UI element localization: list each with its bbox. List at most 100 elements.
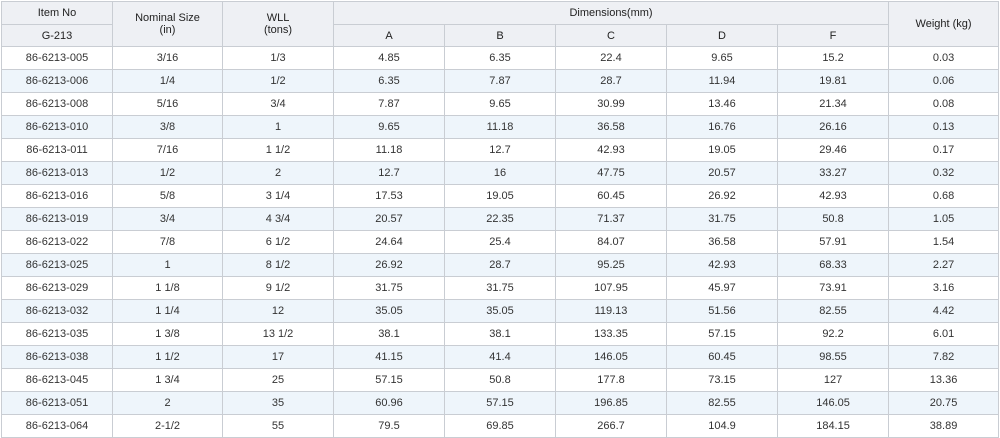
cell-wll: 8 1/2 bbox=[222, 253, 334, 277]
cell-wll: 1/3 bbox=[222, 46, 334, 70]
cell-dim-c: 28.7 bbox=[555, 69, 667, 93]
cell-weight: 6.01 bbox=[888, 322, 1000, 346]
cell-item-no: 86-6213-005 bbox=[1, 46, 113, 70]
cell-wll: 1/2 bbox=[222, 69, 334, 93]
table-row: 86-6213-006 1/4 1/2 6.35 7.87 28.7 11.94 19.81 0… bbox=[1, 69, 1000, 93]
cell-weight: 0.17 bbox=[888, 138, 1000, 162]
cell-nominal-size: 1 1/2 bbox=[112, 345, 223, 369]
cell-dim-a: 7.87 bbox=[333, 92, 445, 116]
cell-dim-c: 42.93 bbox=[555, 138, 667, 162]
header-row-2: G-213 A B C D F bbox=[1, 24, 999, 47]
table-row: 86-6213-010 3/8 1 9.65 11.18 36.58 16.76 26.16 0… bbox=[1, 115, 1000, 139]
cell-dim-b: 16 bbox=[444, 161, 556, 185]
header-dim-c: C bbox=[555, 24, 667, 47]
cell-dim-f: 127 bbox=[776, 368, 890, 392]
cell-weight: 1.54 bbox=[888, 230, 1000, 254]
cell-dim-f: 26.16 bbox=[776, 115, 890, 139]
cell-wll: 12 bbox=[222, 299, 334, 323]
cell-dim-b: 35.05 bbox=[444, 299, 556, 323]
header-nominal-size: Nominal Size (in) bbox=[112, 1, 223, 47]
cell-weight: 2.27 bbox=[888, 253, 1000, 277]
cell-dim-d: 31.75 bbox=[666, 207, 778, 231]
header-item-no: Item No bbox=[1, 1, 113, 25]
cell-dim-a: 24.64 bbox=[333, 230, 445, 254]
cell-dim-d: 36.58 bbox=[666, 230, 778, 254]
cell-dim-c: 266.7 bbox=[555, 414, 667, 438]
cell-nominal-size: 1 3/8 bbox=[112, 322, 223, 346]
cell-nominal-size: 2 bbox=[112, 391, 223, 415]
cell-dim-b: 69.85 bbox=[444, 414, 556, 438]
cell-nominal-size: 1/4 bbox=[112, 69, 223, 93]
cell-dim-f: 68.33 bbox=[776, 253, 890, 277]
cell-nominal-size: 2-1/2 bbox=[112, 414, 223, 438]
cell-item-no: 86-6213-019 bbox=[1, 207, 113, 231]
cell-wll: 4 3/4 bbox=[222, 207, 334, 231]
cell-item-no: 86-6213-032 bbox=[1, 299, 113, 323]
cell-dim-f: 33.27 bbox=[776, 161, 890, 185]
cell-nominal-size: 3/4 bbox=[112, 207, 223, 231]
cell-dim-d: 13.46 bbox=[666, 92, 778, 116]
cell-dim-a: 12.7 bbox=[333, 161, 445, 185]
header-row-1: Item No Nominal Size (in) WLL (tons) Dim… bbox=[1, 1, 1000, 47]
cell-nominal-size: 1 bbox=[112, 253, 223, 277]
header-model: G-213 bbox=[1, 24, 113, 47]
table-row: 86-6213-011 7/16 1 1/2 11.18 12.7 42.93 19.05 2… bbox=[1, 138, 1000, 162]
cell-dim-c: 177.8 bbox=[555, 368, 667, 392]
cell-nominal-size: 5/8 bbox=[112, 184, 223, 208]
cell-wll: 3 1/4 bbox=[222, 184, 334, 208]
cell-dim-b: 41.4 bbox=[444, 345, 556, 369]
cell-dim-a: 20.57 bbox=[333, 207, 445, 231]
cell-item-no: 86-6213-006 bbox=[1, 69, 113, 93]
cell-dim-c: 84.07 bbox=[555, 230, 667, 254]
cell-dim-b: 28.7 bbox=[444, 253, 556, 277]
cell-dim-d: 19.05 bbox=[666, 138, 778, 162]
cell-nominal-size: 1 1/4 bbox=[112, 299, 223, 323]
cell-nominal-size: 1/2 bbox=[112, 161, 223, 185]
cell-dim-a: 57.15 bbox=[333, 368, 445, 392]
cell-dim-c: 119.13 bbox=[555, 299, 667, 323]
cell-dim-f: 57.91 bbox=[776, 230, 890, 254]
cell-dim-b: 31.75 bbox=[444, 276, 556, 300]
table-row: 86-6213-032 1 1/4 12 35.05 35.05 119.13 51.56 8… bbox=[1, 299, 1000, 323]
cell-item-no: 86-6213-008 bbox=[1, 92, 113, 116]
header-dim-d: D bbox=[666, 24, 778, 47]
cell-nominal-size: 7/8 bbox=[112, 230, 223, 254]
cell-wll: 17 bbox=[222, 345, 334, 369]
table-row: 86-6213-045 1 3/4 25 57.15 50.8 177.8 73.15 127… bbox=[1, 368, 1000, 392]
cell-weight: 0.06 bbox=[888, 69, 1000, 93]
cell-dim-c: 71.37 bbox=[555, 207, 667, 231]
table-row: 86-6213-005 3/16 1/3 4.85 6.35 22.4 9.65 15.2 0.… bbox=[1, 46, 1000, 70]
cell-dim-b: 12.7 bbox=[444, 138, 556, 162]
cell-item-no: 86-6213-025 bbox=[1, 253, 113, 277]
cell-nominal-size: 1 1/8 bbox=[112, 276, 223, 300]
cell-dim-a: 6.35 bbox=[333, 69, 445, 93]
cell-dim-b: 22.35 bbox=[444, 207, 556, 231]
cell-dim-b: 11.18 bbox=[444, 115, 556, 139]
table-row: 86-6213-025 1 8 1/2 26.92 28.7 95.25 42.93 68.3… bbox=[1, 253, 1000, 277]
cell-dim-d: 20.57 bbox=[666, 161, 778, 185]
header-wll: WLL (tons) bbox=[222, 1, 334, 47]
cell-dim-a: 35.05 bbox=[333, 299, 445, 323]
cell-dim-f: 15.2 bbox=[776, 46, 890, 70]
table-row: 86-6213-019 3/4 4 3/4 20.57 22.35 71.37 31.75 5… bbox=[1, 207, 1000, 231]
cell-dim-f: 19.81 bbox=[776, 69, 890, 93]
cell-weight: 13.36 bbox=[888, 368, 1000, 392]
cell-dim-c: 146.05 bbox=[555, 345, 667, 369]
cell-dim-d: 57.15 bbox=[666, 322, 778, 346]
cell-wll: 25 bbox=[222, 368, 334, 392]
cell-dim-a: 9.65 bbox=[333, 115, 445, 139]
cell-dim-b: 7.87 bbox=[444, 69, 556, 93]
cell-dim-c: 60.45 bbox=[555, 184, 667, 208]
cell-nominal-size: 3/16 bbox=[112, 46, 223, 70]
header-dimensions: Dimensions(mm) bbox=[332, 1, 890, 25]
cell-dim-f: 42.93 bbox=[776, 184, 890, 208]
table-body: 86-6213-005 3/16 1/3 4.85 6.35 22.4 9.65 15.2 0.… bbox=[1, 46, 1000, 438]
cell-dim-a: 4.85 bbox=[333, 46, 445, 70]
table-row: 86-6213-035 1 3/8 13 1/2 38.1 38.1 133.35 57.1… bbox=[1, 322, 1000, 346]
cell-item-no: 86-6213-035 bbox=[1, 322, 113, 346]
cell-dim-f: 29.46 bbox=[776, 138, 890, 162]
cell-dim-a: 60.96 bbox=[333, 391, 445, 415]
header-dim-b: B bbox=[444, 24, 556, 47]
cell-dim-d: 45.97 bbox=[666, 276, 778, 300]
header-dim-a: A bbox=[333, 24, 445, 47]
